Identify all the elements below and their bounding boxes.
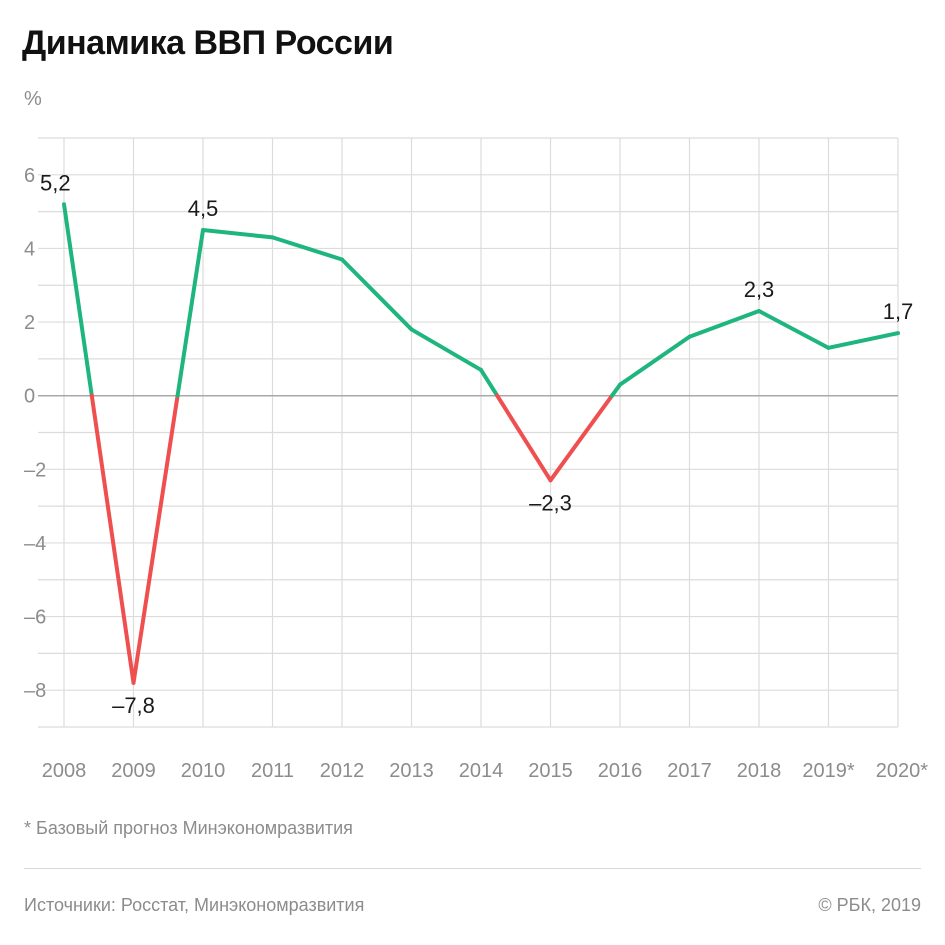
data-label: 1,7 (883, 299, 914, 324)
y-tick-label: 0 (24, 386, 35, 408)
data-label: 5,2 (40, 170, 71, 195)
line-segment-positive (175, 228, 205, 398)
y-tick-label: –6 (24, 607, 46, 629)
y-tick-label: 2 (24, 312, 35, 334)
y-axis-unit-label: % (24, 88, 42, 110)
copyright-text: © РБК, 2019 (818, 895, 921, 915)
line-segment-positive (826, 331, 900, 350)
x-tick-label: 2012 (320, 760, 365, 782)
y-tick-label: –8 (24, 680, 46, 702)
line-segment-positive (757, 309, 831, 350)
forecast-footnote: * Базовый прогноз Минэкономразвития (24, 818, 353, 838)
sources-text: Источники: Росстат, Минэкономразвития (24, 895, 365, 915)
line-segment-positive (270, 235, 344, 262)
x-tick-label: 2015 (528, 760, 573, 782)
line-segment-positive (409, 327, 483, 372)
y-tick-label: –4 (24, 533, 46, 555)
line-segment-positive (609, 382, 622, 398)
x-tick-label: 2010 (181, 760, 226, 782)
footer-divider (24, 868, 921, 869)
line-segment-negative (495, 393, 553, 483)
data-label: –2,3 (529, 490, 572, 515)
line-segment-positive (687, 309, 761, 339)
line-segment-positive (618, 334, 692, 387)
y-tick-label: 4 (24, 238, 35, 260)
chart-title: Динамика ВВП России (22, 24, 394, 62)
x-tick-label: 2019* (802, 760, 854, 782)
x-tick-label: 2013 (389, 760, 434, 782)
gdp-line-chart: 6 4 2 0 –2 –4 –6 –8 2008 2009 2010 2011 2012 2013 2014… (24, 137, 928, 782)
data-label: 4,5 (188, 196, 219, 221)
x-tick-label: 2009 (111, 760, 156, 782)
data-label: –7,8 (112, 693, 155, 718)
line-segment-positive (340, 257, 414, 332)
line-segment-positive (479, 367, 500, 398)
line-segment-positive (201, 228, 275, 240)
line-segment-negative (131, 393, 180, 685)
grid-layer (38, 137, 899, 728)
line-segment-negative (548, 393, 614, 483)
x-tick-label: 2017 (667, 760, 712, 782)
line-segment-negative (89, 393, 136, 685)
x-tick-label: 2008 (42, 760, 87, 782)
label-layer: 6 4 2 0 –2 –4 –6 –8 2008 2009 2010 2011 2012 2013 2014… (24, 165, 928, 782)
y-tick-label: –2 (24, 459, 46, 481)
line-segment-positive (62, 202, 94, 398)
x-tick-label: 2020* (876, 760, 928, 782)
data-label: 2,3 (744, 277, 775, 302)
series-line-layer (62, 202, 900, 685)
x-tick-label: 2016 (598, 760, 643, 782)
x-tick-label: 2014 (459, 760, 504, 782)
y-tick-label: 6 (24, 165, 35, 187)
x-tick-label: 2011 (251, 760, 294, 782)
x-tick-label: 2018 (737, 760, 782, 782)
